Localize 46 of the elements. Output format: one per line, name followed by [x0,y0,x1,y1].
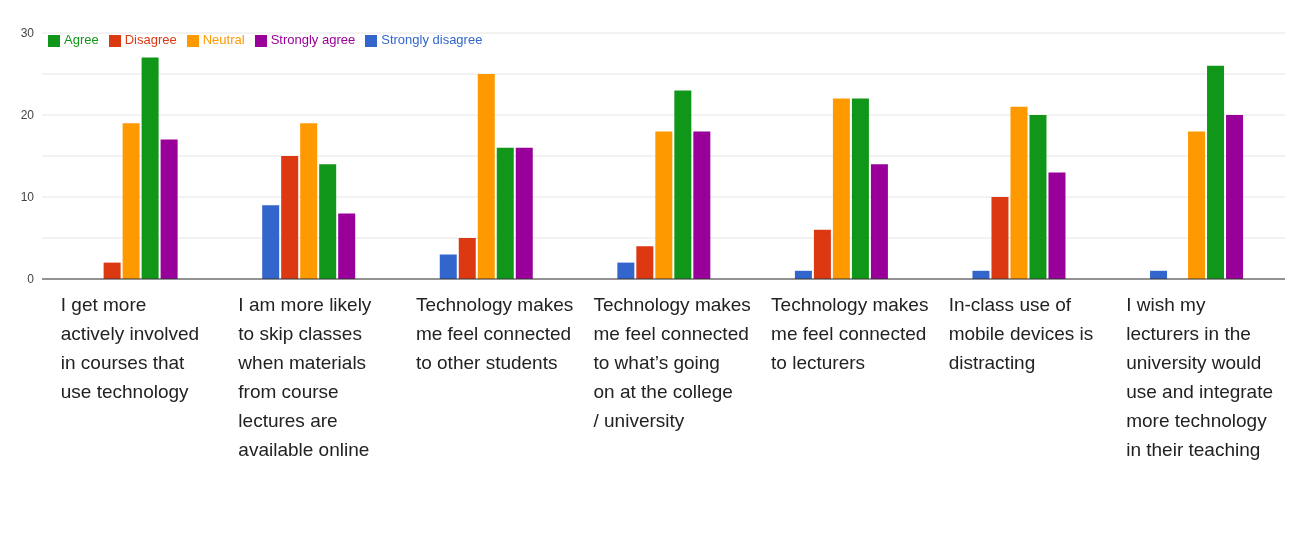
bar [991,197,1009,279]
x-tick-label: In-class use of mobile devices is distracting [948,294,1094,373]
x-tick-label: Technology makes me feel connected to what’s going on at the college / university [593,294,751,431]
legend-label: Agree [64,32,99,47]
legend-label: Strongly disagree [381,32,483,47]
bar [655,131,673,279]
bar [300,123,318,279]
bar [103,262,121,279]
bar [1048,172,1066,279]
bar [674,90,692,279]
x-tick-label: Technology makes me feel connected to lecturers [771,294,929,373]
bar [319,164,337,279]
legend-label: Disagree [124,32,177,47]
bar [617,262,635,279]
x-tick-label: Technology makes me feel connected to other students [415,294,574,373]
x-tick-label: I am more likely to skip classes when materials from course lectures are available online [237,294,372,460]
y-tick-label: 10 [20,190,35,205]
bar [141,57,159,279]
bar [262,205,280,279]
bar [515,147,533,279]
bar [636,246,654,279]
bar [870,164,888,279]
bar [338,213,356,279]
legend-label: Strongly agree [270,32,356,47]
legend-label: Neutral [202,32,245,47]
bar [693,131,711,279]
bar [496,147,514,279]
bar [1207,65,1225,279]
bar [813,229,831,279]
bar [1029,115,1047,279]
bar [1188,131,1206,279]
bar [281,156,299,279]
bar [458,238,476,279]
bar [1226,115,1244,279]
bar [477,74,495,279]
y-tick-label: 30 [20,26,35,41]
bar [439,254,457,279]
y-tick-label: 20 [20,108,35,123]
bar [832,98,850,279]
x-tick-label: I get more actively involved in courses that use technology [60,294,200,402]
bar [851,98,869,279]
y-tick-label: 0 [27,272,35,287]
x-tick-label: I wish my lecturers in the university would use and integrate more technology in their teaching [1126,294,1274,460]
bar [122,123,140,279]
bar [1010,106,1028,279]
bar [160,139,178,279]
